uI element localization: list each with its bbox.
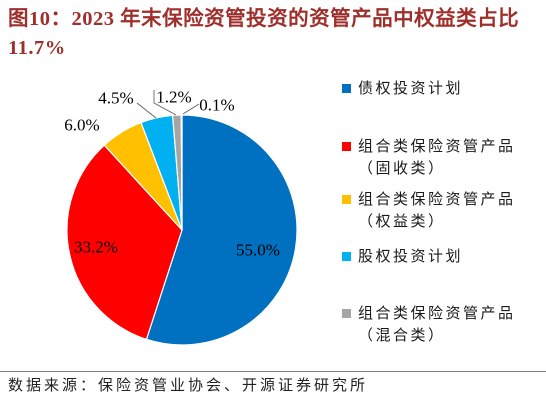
pie-slice-2 [66,144,183,340]
pie-slice-1 [145,114,298,346]
leader-line-5 [153,90,177,116]
chart-title-line-2: 11.7% [8,37,66,59]
legend-swatch [342,142,351,151]
legend-label-line: 组合类保险资管产品 [358,304,516,322]
legend: 债权投资计划 组合类保险资管产品 （固收类） 组合类保险资管产品 （权益类） 股… [342,0,542,360]
legend-swatch [342,195,351,204]
legend-label-line: （混合类） [358,326,446,344]
legend-swatch [342,309,351,318]
leader-lines [136,90,200,119]
data-label-6: 0.1% [199,96,234,115]
legend-swatch [342,252,351,261]
legend-label-line: 股权投资计划 [358,247,464,265]
data-labels: 55.0% 33.2% 6.0% 4.5% 1.2% 0.1% [64,88,280,260]
source-divider [0,371,546,372]
legend-label-line: （固收类） [358,159,446,177]
legend-label-line: 组合类保险资管产品 [358,137,516,155]
legend-label: 组合类保险资管产品 （权益类） [358,188,516,232]
data-label-1: 55.0% [236,241,280,260]
data-label-5: 1.2% [156,88,191,107]
leader-line-4 [136,102,157,119]
chart-title-line-1: 图10：2023 年末保险资管投资的资管产品中权益类占比 [8,8,520,30]
legend-label-line: （权益类） [358,212,446,230]
legend-label: 债权投资计划 [358,77,463,99]
pie-slice-6 [180,114,183,231]
legend-label: 组合类保险资管产品 （混合类） [358,302,516,346]
legend-label-line: 组合类保险资管产品 [358,190,516,208]
data-label-4: 4.5% [98,89,133,108]
leader-line-6 [182,103,200,115]
data-label-3: 6.0% [64,116,99,135]
source-note: 数据来源：保险资管业协会、开源证券研究所 [8,376,369,394]
legend-swatch [342,84,351,93]
legend-label-line: 债权投资计划 [358,79,464,97]
legend-label: 组合类保险资管产品 （固收类） [358,135,516,179]
legend-label: 股权投资计划 [358,245,463,267]
chart-title: 图10：2023 年末保险资管投资的资管产品中权益类占比 11.7% [8,5,519,63]
data-label-2: 33.2% [74,238,118,257]
pie-slices [66,114,298,346]
